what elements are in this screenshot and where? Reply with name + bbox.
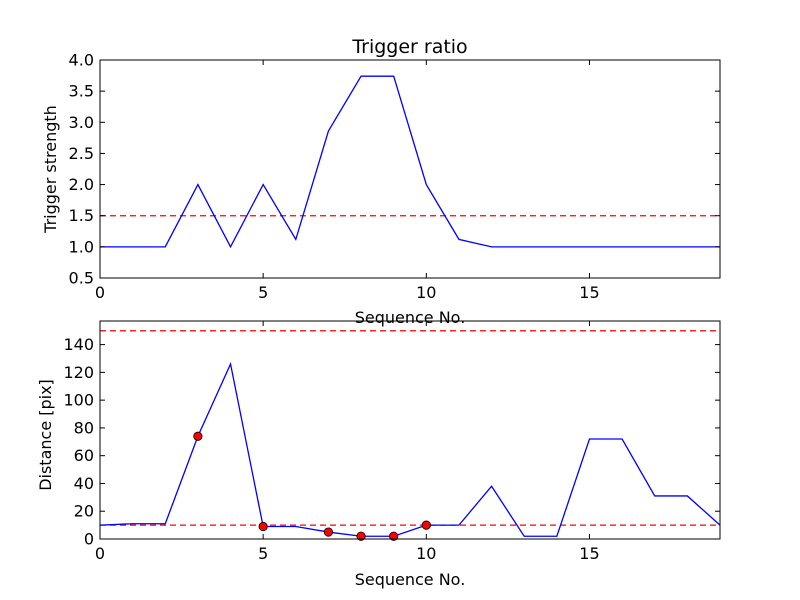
y-tick-label: 140 [63, 335, 94, 354]
x-tick-label: 10 [416, 544, 436, 563]
x-tick-label: 15 [579, 544, 599, 563]
series-line [100, 75, 720, 249]
data-point-marker [421, 520, 431, 530]
chart-title: Trigger ratio [351, 36, 467, 58]
trigger-ratio-plot: Trigger ratio Sequence No. Trigger stren… [41, 36, 721, 327]
series-line [99, 361, 721, 537]
y-tick-label: 80 [74, 418, 94, 437]
y-tick-label: 4.0 [69, 51, 94, 70]
y-axis-label: Trigger strength [41, 105, 60, 234]
y-tick-label: 2.0 [69, 175, 94, 194]
distance-plot: Sequence No. Distance [pix] 0 5 10 15 0 20 40 6… [36, 320, 721, 589]
y-tick-label: 3.5 [69, 82, 94, 101]
plot-frame [99, 59, 721, 279]
y-tick-label: 60 [74, 446, 94, 465]
y-tick-label: 20 [74, 502, 94, 521]
y-tick-label: 1.5 [69, 206, 94, 225]
y-tick-label: 40 [74, 474, 94, 493]
data-point-marker [389, 531, 399, 541]
plot-frame [99, 320, 721, 540]
y-tick-label: 3.0 [69, 113, 94, 132]
x-tick-label: 5 [258, 283, 268, 302]
data-point-marker [193, 431, 203, 441]
x-tick-label: 0 [95, 544, 105, 563]
x-axis-label: Sequence No. [355, 570, 466, 589]
y-tick-label: 2.5 [69, 144, 94, 163]
data-point-marker [323, 527, 334, 537]
y-tick-label: 100 [63, 391, 94, 410]
x-tick-label: 0 [95, 283, 105, 302]
y-tick-label: 0.5 [69, 269, 94, 288]
data-point-marker [356, 531, 366, 541]
x-axis-label: Sequence No. [355, 308, 466, 327]
x-tick-label: 10 [416, 283, 436, 302]
data-point-marker [258, 521, 268, 532]
y-axis-label: Distance [pix] [36, 379, 55, 491]
y-tick-label: 0 [84, 530, 94, 549]
y-tick-label: 120 [63, 363, 94, 382]
y-tick-label: 1.0 [69, 237, 94, 256]
x-tick-label: 15 [579, 283, 599, 302]
x-tick-label: 5 [258, 544, 268, 563]
